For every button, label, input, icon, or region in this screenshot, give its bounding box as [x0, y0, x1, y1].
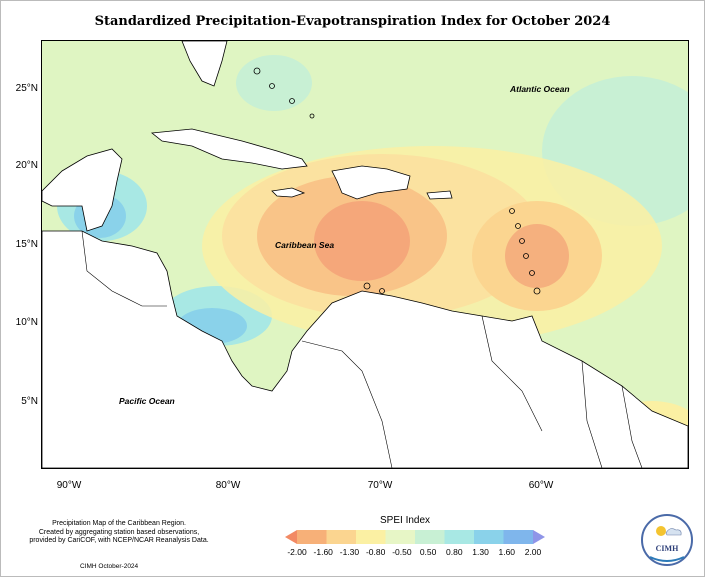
legend-color-segment — [474, 530, 504, 544]
legend-tick-label: -1.60 — [313, 547, 333, 557]
legend-tick-label: 2.00 — [524, 547, 542, 557]
lon-tick-70: 70°W — [367, 480, 393, 491]
small-islands — [253, 67, 541, 295]
legend-tick-label: -2.00 — [287, 547, 307, 557]
island-abc-2 — [379, 288, 385, 294]
legend-title: SPEI Index — [380, 515, 431, 526]
map-credit: CIMH October-2024 — [80, 563, 139, 570]
island-antilles-2 — [515, 223, 521, 229]
legend-color-segment — [385, 530, 416, 544]
legend-tick-label: 0.80 — [446, 547, 463, 557]
legend-color-segment — [297, 530, 327, 544]
lat-tick-25: 25°N — [15, 83, 38, 94]
legend-end-low — [285, 530, 297, 544]
island-bahamas-3 — [289, 98, 295, 104]
legend-color-segment — [503, 530, 534, 544]
lon-tick-60: 60°W — [528, 480, 554, 491]
border-guyana-suriname — [581, 360, 603, 468]
lon-tick-80: 80°W — [215, 480, 241, 491]
island-antilles-3 — [519, 238, 525, 244]
island-bahamas-4 — [309, 113, 315, 119]
lat-tick-5: 5°N — [21, 396, 38, 407]
label-pacific-ocean: Pacific Ocean — [119, 396, 175, 406]
country-borders — [81, 230, 643, 468]
spei-map: Atlantic Ocean Caribbean Sea Pacific Oce… — [41, 40, 689, 469]
logo-text: CIMH — [656, 544, 679, 553]
caption-line-2: Created by aggregating station based obs… — [38, 528, 200, 536]
label-atlantic-ocean: Atlantic Ocean — [509, 84, 570, 94]
island-abc-1 — [363, 282, 371, 290]
border-colombia-venezuela — [301, 340, 393, 468]
island-antilles-5 — [529, 270, 535, 276]
legend-tick-label: -1.30 — [339, 547, 360, 557]
land-yucatan — [42, 148, 123, 232]
island-antilles-1 — [509, 208, 515, 214]
island-antilles-4 — [523, 253, 529, 259]
lon-tick-90: 90°W — [56, 480, 82, 491]
cimh-logo: CIMH — [641, 514, 693, 566]
legend-tick-label: 0.50 — [419, 547, 437, 557]
label-caribbean-sea: Caribbean Sea — [275, 240, 334, 250]
legend-color-segment — [356, 530, 386, 544]
land-florida — [181, 41, 228, 87]
dry-zone-caribbean-core — [314, 201, 410, 281]
island-bahamas-2 — [269, 83, 275, 89]
legend-tick-label: 1.60 — [498, 547, 516, 557]
island-antilles-6 — [533, 287, 541, 295]
land-puerto-rico — [426, 190, 453, 200]
land-central-south-america — [42, 230, 688, 468]
legend-color-segment — [326, 530, 357, 544]
land-jamaica — [271, 187, 306, 198]
map-caption: Precipitation Map of the Caribbean Regio… — [14, 520, 224, 546]
lat-tick-15: 15°N — [15, 239, 38, 250]
land-masses — [42, 41, 688, 468]
legend-tick-label: -0.50 — [392, 547, 412, 557]
island-bahamas-1 — [253, 67, 261, 75]
border-venezuela-guyana — [481, 315, 543, 432]
dry-zone-antilles-core — [505, 224, 569, 288]
land-cuba — [150, 128, 308, 170]
land-hispaniola — [331, 165, 411, 200]
caption-line-1: Precipitation Map of the Caribbean Regio… — [52, 520, 186, 527]
legend-color-segment — [444, 530, 475, 544]
wet-zone-bahamas — [236, 55, 312, 111]
lat-tick-10: 10°N — [15, 317, 38, 328]
map-title: Standardized Precipitation-Evapotranspir… — [94, 14, 611, 29]
border-central-america — [81, 230, 167, 307]
legend-colorbar — [285, 530, 545, 544]
caption-line-3: provided by CariCOF, with NCEP/NCAR Rean… — [29, 537, 209, 544]
legend-color-segment — [415, 530, 445, 544]
lat-tick-20: 20°N — [15, 160, 38, 171]
border-suriname-guiana — [621, 385, 643, 468]
legend-tick-label: 1.30 — [472, 547, 489, 557]
legend-tick-label: -0.80 — [365, 547, 386, 557]
legend-end-high — [533, 530, 545, 544]
